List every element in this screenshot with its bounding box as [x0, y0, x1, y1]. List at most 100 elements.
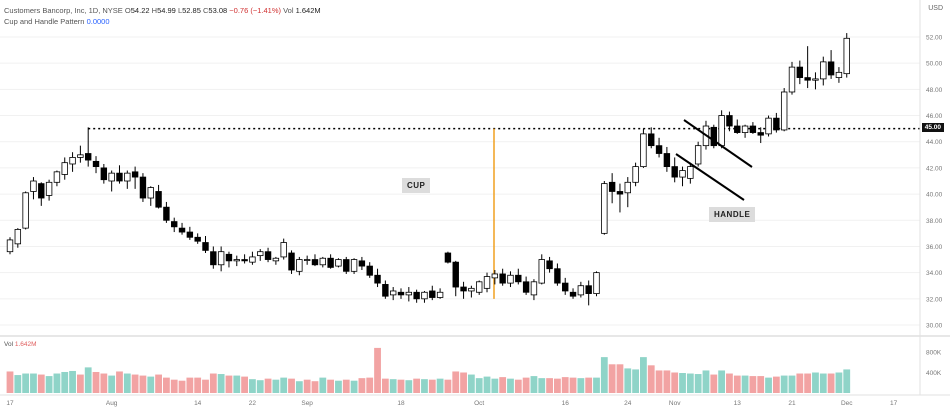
candle [538, 254, 545, 285]
candle-body [593, 272, 600, 294]
candle [217, 246, 225, 272]
candle-body [6, 239, 14, 253]
candles-layer [6, 33, 850, 306]
candle [530, 279, 538, 301]
candle-body [444, 252, 452, 263]
candle [327, 254, 334, 269]
volume-bar [765, 377, 772, 393]
volume-bar [647, 365, 655, 393]
price-tick-label: 40.00 [926, 192, 943, 199]
candle [280, 238, 287, 260]
time-tick-label: Nov [669, 400, 681, 407]
candle [522, 276, 530, 295]
volume-bar [14, 375, 22, 393]
currency-label: USD [928, 5, 943, 12]
volume-bar [139, 375, 147, 393]
candle-body [640, 133, 647, 167]
candle-body [726, 115, 733, 127]
candle-body [429, 290, 436, 298]
volume-bar [827, 373, 835, 393]
candle [241, 254, 248, 264]
candle [710, 124, 717, 149]
candle [507, 271, 514, 288]
candle-body [483, 276, 491, 289]
candle [843, 33, 850, 78]
candle-body [843, 37, 850, 75]
volume-bar [295, 381, 303, 393]
candle-body [616, 191, 624, 195]
volume-bar [116, 371, 123, 393]
volume-bar [452, 371, 460, 393]
candle [585, 280, 592, 306]
volume-bar [663, 370, 671, 393]
candle-body [632, 166, 639, 183]
volume-bar [366, 377, 374, 393]
candle-body [585, 285, 592, 294]
candle-body [335, 259, 342, 267]
open-label: O [124, 6, 131, 15]
volume-bar [280, 377, 288, 393]
volume-bar [788, 375, 796, 393]
candle [288, 250, 295, 274]
candle [765, 115, 772, 137]
candle-body [366, 265, 373, 276]
candle [554, 263, 561, 286]
handle-label: HANDLE [709, 207, 756, 222]
candle-body [382, 284, 389, 297]
candle [788, 61, 796, 95]
time-tick-label: 17 [890, 400, 898, 407]
candle [679, 166, 686, 187]
candle-body [257, 251, 264, 257]
candle [343, 256, 350, 274]
candle [694, 141, 702, 167]
candle-body [569, 291, 577, 297]
candle [663, 146, 671, 172]
candle [608, 173, 616, 204]
candle-body [655, 145, 663, 154]
volume-bar [514, 379, 522, 393]
candle [429, 285, 436, 301]
candle-body [53, 171, 61, 183]
symbol-name[interactable]: Customers Bancorp, Inc [4, 6, 85, 15]
candle [616, 183, 624, 213]
candle-body [452, 261, 459, 288]
candle [202, 235, 209, 253]
price-axis[interactable]: 52.00 50.00 48.00 46.00 44.00 42.00 40.00 38.00… [919, 0, 943, 395]
candle-body [491, 273, 499, 279]
volume-bar [577, 378, 585, 393]
candle [22, 191, 29, 230]
low-value: 52.85 [182, 6, 201, 15]
candle-body [679, 170, 686, 178]
interval-label[interactable]: 1D [88, 6, 99, 15]
volume-bar [76, 374, 84, 393]
candle [210, 246, 217, 269]
volume-bar [616, 364, 624, 393]
candle-body [210, 251, 217, 266]
candle [100, 163, 108, 184]
candle-body [350, 259, 358, 272]
candle-body [30, 180, 37, 192]
candle-body [131, 171, 139, 178]
volume-bar [499, 377, 507, 393]
candle [499, 268, 506, 286]
volume-bar [288, 378, 295, 393]
volume-bar [507, 378, 514, 393]
candle-body [820, 61, 827, 80]
candle-body [694, 145, 702, 165]
candle-body [671, 166, 678, 178]
volume-bar [335, 380, 342, 393]
candle-body [61, 162, 68, 175]
candle [38, 182, 45, 206]
time-tick-label: Sep [301, 400, 313, 407]
candle-body [780, 91, 788, 131]
volume-tick-label: 800K [926, 350, 942, 357]
candle [726, 111, 733, 132]
volume-bar [319, 377, 327, 393]
indicator-name[interactable]: Cup and Handle Pattern [4, 17, 85, 26]
volume-bar [178, 380, 186, 393]
volume-bar [522, 377, 530, 393]
volume-bar [780, 375, 788, 393]
time-axis[interactable]: 17 Aug 14 22 Sep 18 Oct 16 24 Nov 13 21 Dec 17 [0, 394, 950, 407]
volume-bar [6, 371, 14, 393]
